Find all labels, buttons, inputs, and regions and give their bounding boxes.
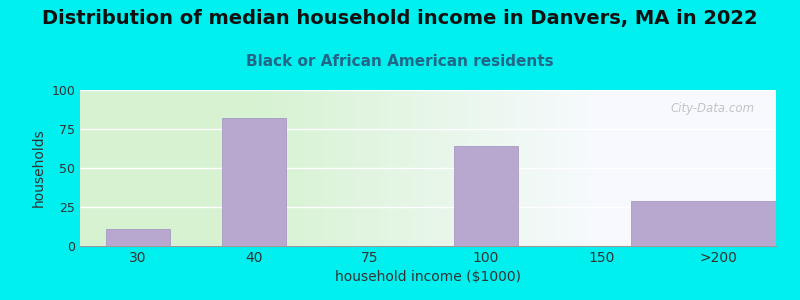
Bar [454,146,518,246]
Y-axis label: households: households [32,129,46,207]
Bar [222,118,286,246]
Text: Distribution of median household income in Danvers, MA in 2022: Distribution of median household income … [42,9,758,28]
Text: City-Data.com: City-Data.com [671,103,755,116]
X-axis label: household income ($1000): household income ($1000) [335,270,521,284]
Bar [106,229,170,246]
Bar [631,201,800,246]
Text: Black or African American residents: Black or African American residents [246,54,554,69]
